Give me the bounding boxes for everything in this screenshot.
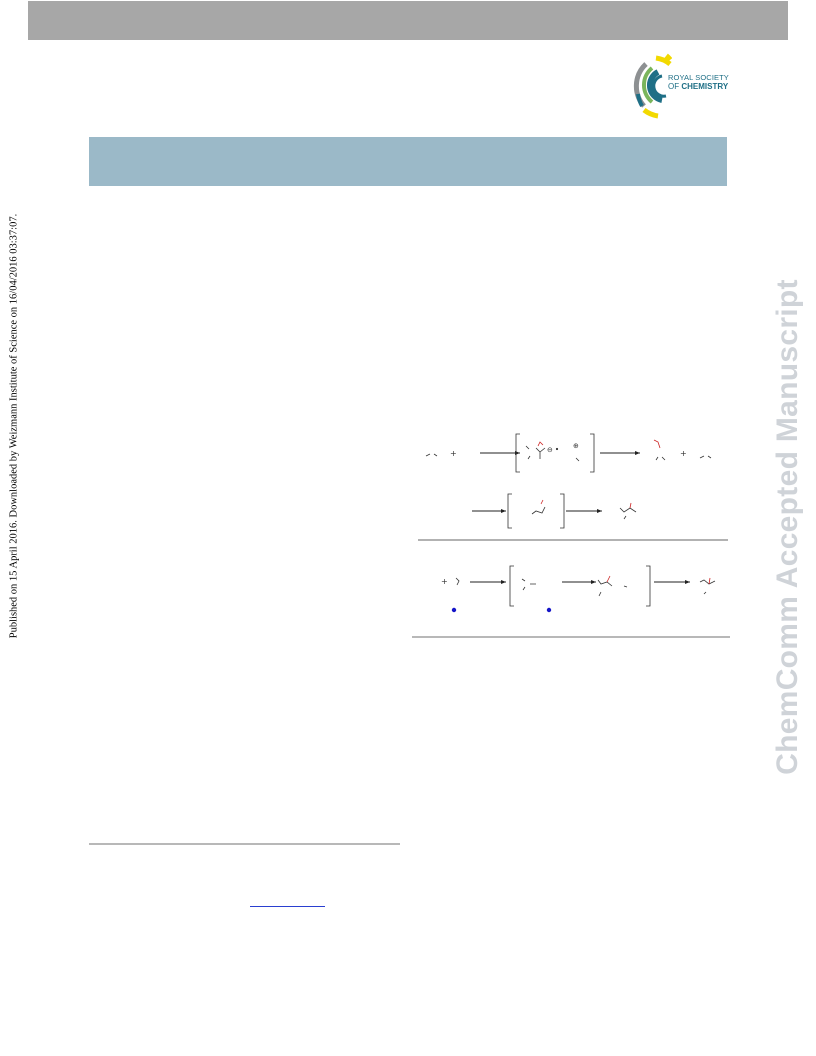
reaction-scheme: + ⊖ ⊕ + + [412, 433, 730, 638]
footnote-rule [89, 843, 400, 845]
watermark-text: ChemComm Accepted Manuscript [771, 279, 804, 775]
journal-header-bar [28, 1, 788, 40]
logo-line1: ROYAL SOCIETY [668, 73, 729, 82]
plus-sign-1: + [450, 449, 457, 458]
footnote-link[interactable] [250, 906, 325, 907]
logo-line2: OF CHEMISTRY [668, 82, 729, 91]
scheme-row-2 [472, 493, 637, 529]
publication-notice-text: Published on 15 April 2016. Downloaded b… [8, 213, 20, 639]
radical-dot [555, 447, 559, 451]
anion-charge: ⊖ [547, 446, 553, 454]
scheme-marker-dot [546, 607, 552, 613]
cation-charge: ⊕ [573, 442, 579, 450]
scheme-marker-dot [451, 607, 457, 613]
rsc-logo-mark [633, 53, 673, 119]
article-type-band [89, 137, 727, 186]
scheme-row-3 [455, 565, 716, 607]
rsc-logo: ROYAL SOCIETY OF CHEMISTRY [632, 48, 732, 120]
rsc-logo-wordmark: ROYAL SOCIETY OF CHEMISTRY [668, 73, 732, 91]
plus-sign-2: + [680, 449, 687, 458]
scheme-row-1 [425, 433, 712, 473]
plus-sign-3: + [441, 577, 448, 586]
